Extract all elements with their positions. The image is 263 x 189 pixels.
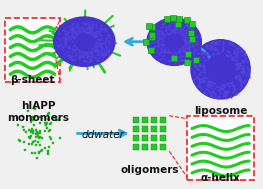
Text: oligomers: oligomers [120, 165, 179, 175]
Text: α-helix: α-helix [201, 173, 240, 183]
Text: hIAPP
monomers: hIAPP monomers [7, 101, 69, 122]
Ellipse shape [147, 18, 201, 65]
Circle shape [191, 40, 250, 99]
Text: β-sheet: β-sheet [10, 75, 55, 85]
Text: ddwater: ddwater [82, 130, 124, 140]
FancyBboxPatch shape [187, 116, 254, 180]
Text: liposome: liposome [194, 106, 247, 116]
Ellipse shape [54, 17, 115, 66]
FancyBboxPatch shape [5, 18, 60, 82]
